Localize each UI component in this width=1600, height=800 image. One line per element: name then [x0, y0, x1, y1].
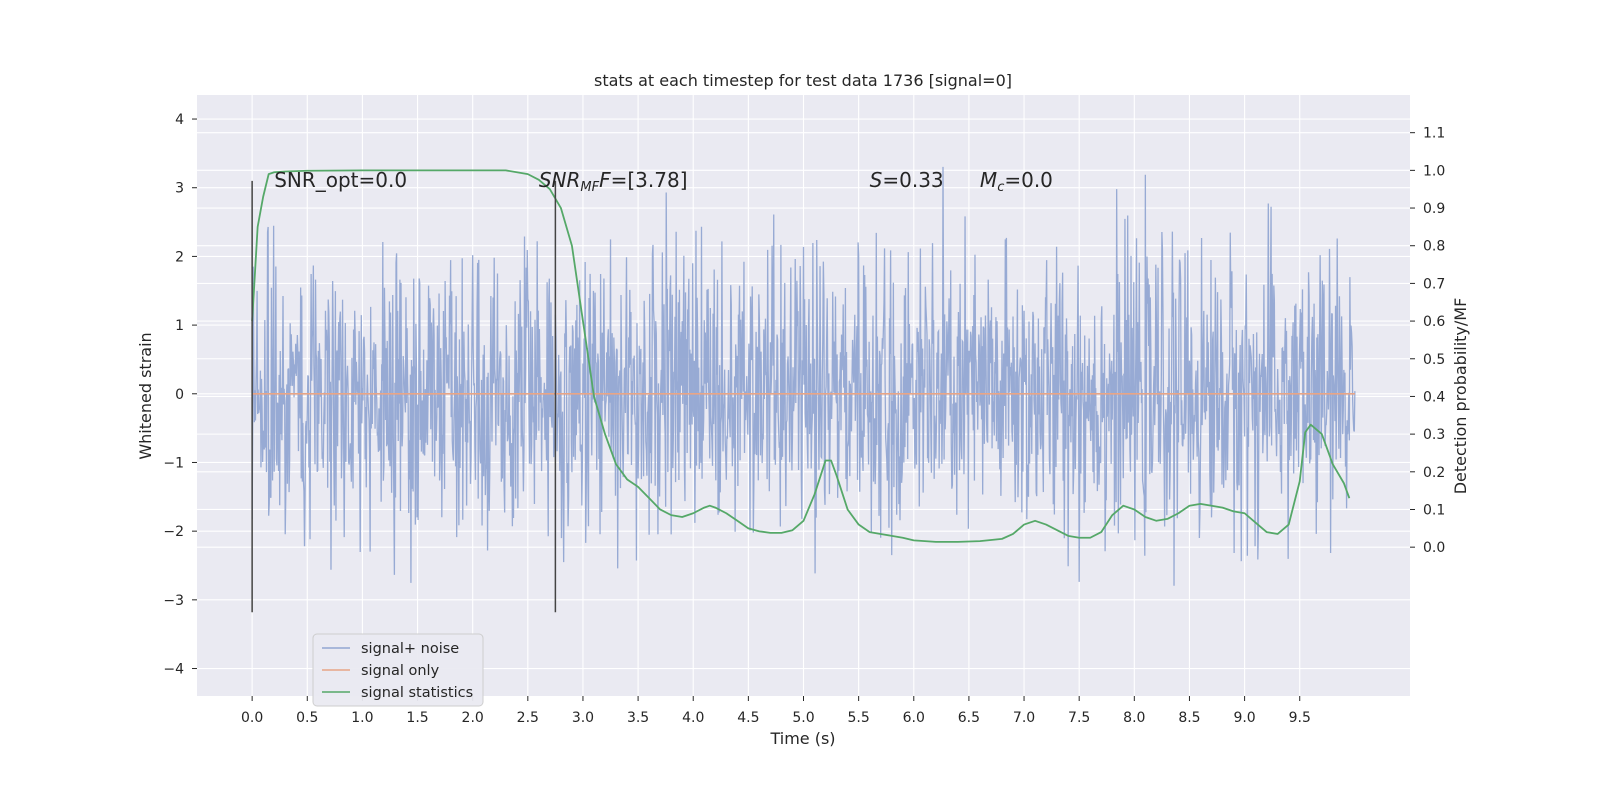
y-right-tick-label: 0.8: [1423, 239, 1445, 255]
y-right-tick-label: 0.6: [1423, 314, 1445, 330]
y-right-tick-label: 0.5: [1423, 352, 1445, 368]
x-tick-label: 6.5: [958, 710, 980, 726]
annotations: SNR_opt=0.0 SNRMFF=[3.78] S=0.33 Mc=0.0: [274, 168, 1053, 195]
annotation: Mc=0.0: [980, 168, 1053, 195]
legend-label-signal-only: signal only: [361, 663, 440, 679]
y-right-tick-label: 0.0: [1423, 540, 1445, 556]
legend-label-signal-noise: signal+ noise: [361, 641, 459, 657]
x-axis-label: Time (s): [769, 729, 835, 748]
y-right-tick-label: 0.3: [1423, 427, 1445, 443]
y-tick-label: 2: [175, 249, 184, 265]
series-signal-statistics: [251, 169, 1351, 543]
y-tick-label: 3: [175, 181, 184, 197]
x-tick-label: 2.5: [517, 710, 539, 726]
legend: signal+ noise signal only signal statist…: [312, 633, 484, 707]
y-right-tick-label: 1.1: [1423, 126, 1445, 142]
y-right-tick-label: 0.9: [1423, 201, 1445, 217]
annotation: S=0.33: [870, 168, 944, 192]
legend-box: [312, 633, 484, 707]
x-tick-label: 3.0: [572, 710, 594, 726]
x-tick-label: 2.0: [462, 710, 484, 726]
x-tick-label: 9.5: [1289, 710, 1311, 726]
y-right-tick-label: 0.7: [1423, 276, 1445, 292]
x-tick-label: 5.0: [792, 710, 814, 726]
x-tick-label: 6.0: [903, 710, 925, 726]
x-tick-label: 8.0: [1123, 710, 1145, 726]
x-tick-label: 7.5: [1068, 710, 1090, 726]
y-right-tick-label: 0.4: [1423, 389, 1445, 405]
y-tick-label: −1: [163, 455, 184, 471]
x-axis-ticks: 0.0 0.5 1.0 1.5 2.0 2.5 3.0 3.5 4.0 4.5 5.0 5.5 6.0 6…: [241, 696, 1311, 726]
x-tick-label: 0.0: [241, 710, 263, 726]
y-axis-ticks: −4 −3 −2 −1 0 1 2 3 4: [163, 112, 197, 678]
y-right-axis-label: Detection probability/MF: [1451, 298, 1470, 495]
x-tick-label: 4.5: [737, 710, 759, 726]
x-tick-label: 9.0: [1233, 710, 1255, 726]
y-right-tick-label: 0.2: [1423, 465, 1445, 481]
y-right-tick-label: 1.0: [1423, 163, 1445, 179]
legend-label-signal-statistics: signal statistics: [361, 685, 473, 701]
y-tick-label: 0: [175, 387, 184, 403]
x-tick-label: 5.5: [848, 710, 870, 726]
y-right-axis-ticks: 0.0 0.1 0.2 0.3 0.4 0.5 0.6 0.7 0.8 0.9 1.0 1.1: [1410, 126, 1445, 556]
x-tick-label: 0.5: [296, 710, 318, 726]
annotation: SNRMFF=[3.78]: [539, 168, 688, 195]
y-tick-label: 4: [175, 112, 184, 128]
series-signal-noise: [251, 166, 1356, 586]
y-tick-label: −3: [163, 593, 184, 609]
x-tick-label: 1.5: [406, 710, 428, 726]
x-tick-label: 1.0: [351, 710, 373, 726]
x-tick-label: 8.5: [1178, 710, 1200, 726]
x-tick-label: 3.5: [627, 710, 649, 726]
series-layer: [251, 166, 1356, 586]
x-tick-label: 7.0: [1013, 710, 1035, 726]
vertical-markers: [251, 180, 557, 613]
y-right-tick-label: 0.1: [1423, 502, 1445, 518]
y-axis-label: Whitened strain: [136, 332, 155, 459]
y-tick-label: 1: [175, 318, 184, 334]
annotation: SNR_opt=0.0: [274, 168, 407, 192]
y-tick-label: −4: [163, 662, 184, 678]
y-tick-label: −2: [163, 524, 184, 540]
chart-title: stats at each timestep for test data 173…: [594, 71, 1012, 90]
x-tick-label: 4.0: [682, 710, 704, 726]
